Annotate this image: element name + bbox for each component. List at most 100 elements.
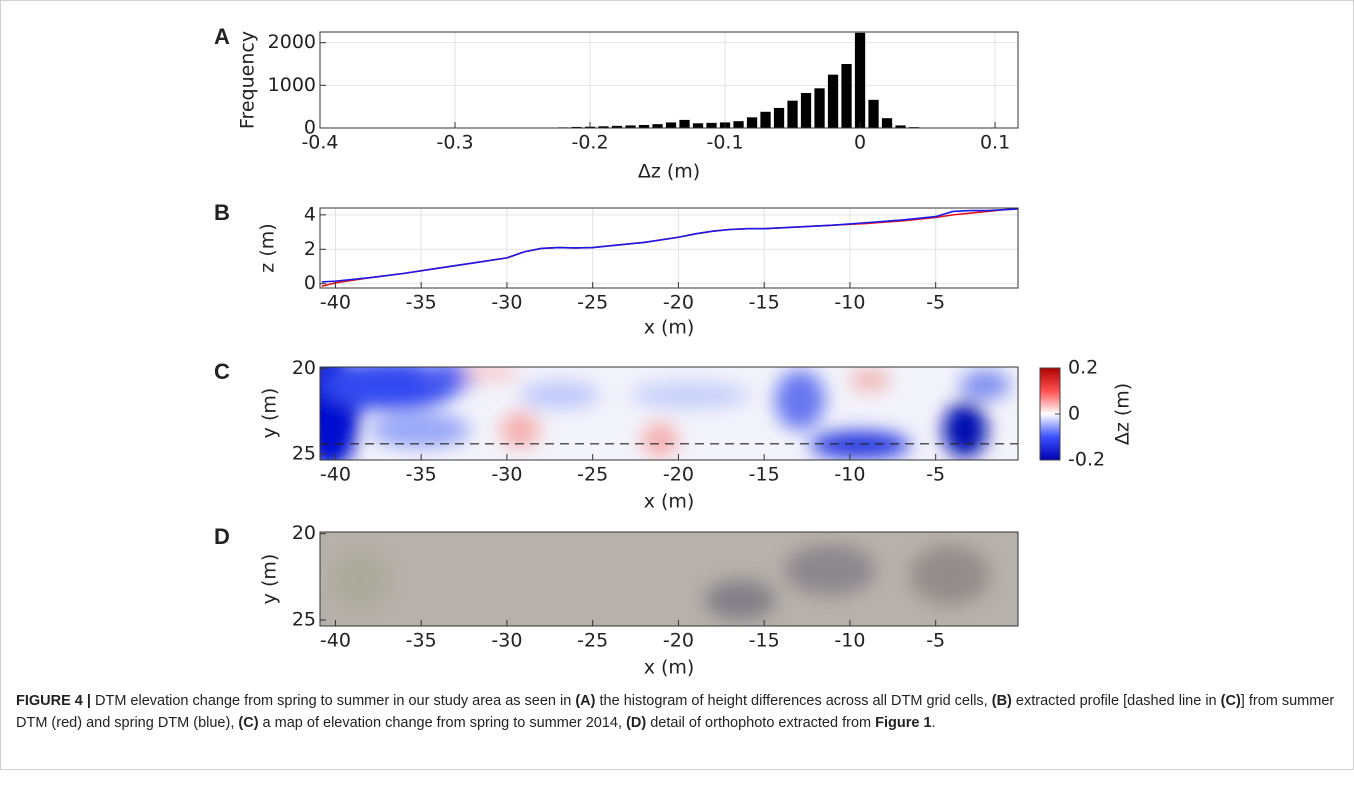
x-tick-label: -0.1 [706,132,743,154]
caption-text: the histogram of height differences acro… [595,693,992,709]
bar [827,74,839,128]
caption-text: FIGURE 4 | [16,693,95,709]
bar [665,122,677,128]
colorbar-tick-label: 0.2 [1068,357,1098,379]
bar [868,99,879,128]
x-tick-label: -35 [406,464,437,486]
bar [652,124,663,128]
caption-text: DTM elevation change from spring to summ… [95,693,576,709]
x-axis-label: x (m) [644,317,695,339]
y-tick-label: 1000 [268,74,316,96]
orthophoto [320,532,1018,626]
panel-label: B [214,200,230,225]
bar [625,125,636,128]
x-tick-label: -15 [749,292,780,314]
bar [787,100,798,128]
bar [773,107,785,128]
axes-box [319,207,1019,289]
x-axis-label: Δz (m) [638,161,700,183]
x-tick-label: -20 [663,292,694,314]
x-tick-label: -20 [663,464,694,486]
x-tick-label: -0.2 [571,132,608,154]
y-tick-label: 25 [292,608,316,630]
x-tick-label: -15 [749,630,780,652]
x-tick-label: -25 [577,464,608,486]
x-axis-label: x (m) [644,657,695,679]
x-tick-label: -35 [406,292,437,314]
bar [881,118,893,128]
caption-text: (D) [626,715,647,731]
bar [679,119,690,128]
bar [841,64,852,128]
line-series [321,208,1019,288]
bar [895,125,906,128]
colorbar-label: Δz (m) [1112,383,1134,445]
caption-text: (C) [1220,693,1241,709]
x-tick-label: 0 [854,132,866,154]
axes-box [319,531,1019,627]
x-tick-label: -40 [320,292,351,314]
caption-text: extracted profile [dashed line in [1011,693,1221,709]
axes-box [319,366,1019,461]
x-tick-label: -5 [926,464,945,486]
x-tick-label: -10 [834,292,865,314]
bar [692,123,704,128]
bar [571,126,582,128]
x-tick-label: -30 [491,292,522,314]
x-tick-label: -30 [491,464,522,486]
bar [760,111,771,128]
colorbar-tick-label: 0 [1068,403,1080,425]
panel-label: A [214,24,230,49]
bar [733,121,744,128]
y-tick-label: 0 [304,117,316,139]
caption-text: Figure 1 [875,715,932,731]
x-tick-label: -10 [834,630,865,652]
bar [814,88,825,128]
axes-box [319,31,1019,129]
y-tick-label: 20 [292,522,316,544]
caption-text: a map of elevation change from spring to… [258,715,627,731]
y-tick-label: 25 [292,443,316,465]
heatmap-image [320,367,1018,460]
panel-label: C [214,359,230,384]
x-tick-label: -30 [491,630,522,652]
y-tick-label: 2 [304,238,316,260]
y-axis-label: Frequency [237,31,259,129]
x-tick-label: -40 [320,464,351,486]
bar [854,32,866,128]
x-tick-label: -15 [749,464,780,486]
x-tick-label: -10 [834,464,865,486]
panel-label: D [214,524,230,549]
bar [706,122,717,128]
y-axis-label: y (m) [259,554,281,605]
bar [611,125,623,128]
y-tick-label: 4 [304,203,316,225]
y-axis-label: y (m) [259,388,281,439]
y-tick-label: 20 [292,357,316,379]
x-tick-label: -0.3 [436,132,473,154]
caption-text: (A) [575,693,596,709]
y-tick-label: 2000 [268,31,316,53]
caption-text: ] from summer DTM (red) and spring DTM (… [16,693,1335,731]
x-tick-label: -20 [663,630,694,652]
y-axis-label: z (m) [257,223,279,272]
caption-text: detail of orthophoto extracted from [646,715,876,731]
x-tick-label: -5 [926,630,945,652]
caption: FIGURE 4 | DTM elevation change from spr… [16,690,1336,734]
bar [638,125,650,128]
caption-text: (C) [238,715,259,731]
x-tick-label: -25 [577,292,608,314]
caption-text: (B) [991,693,1012,709]
caption-text: . [931,715,936,731]
colorbar-tick-label: -0.2 [1068,449,1105,471]
line-series [321,208,1019,283]
x-tick-label: -35 [406,630,437,652]
x-tick-label: -0.4 [301,132,338,154]
x-tick-label: 0.1 [980,132,1010,154]
bar [598,126,609,128]
y-tick-label: 0 [304,272,316,294]
x-tick-label: -40 [320,630,351,652]
x-tick-label: -5 [926,292,945,314]
